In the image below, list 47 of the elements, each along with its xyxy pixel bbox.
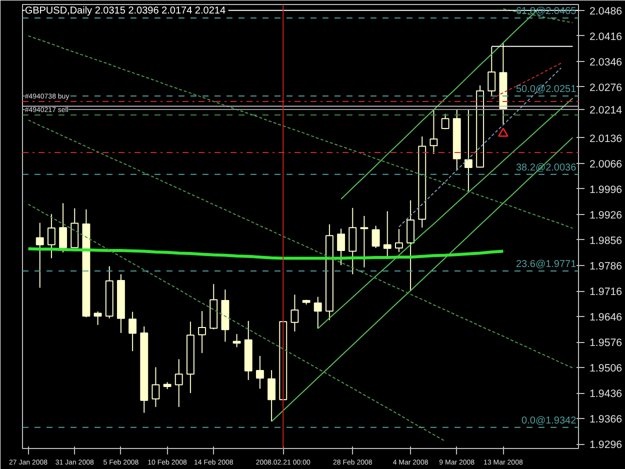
y-tick-label: 1.9716: [590, 286, 622, 298]
y-tick-label: 2.0214: [590, 104, 622, 116]
y-tick-label: 1.9296: [590, 439, 622, 452]
y-tick-label: 2.0416: [590, 30, 622, 43]
y-tick-label: 1.9576: [590, 337, 622, 350]
candlestick: [406, 200, 415, 292]
candlestick: [256, 355, 264, 390]
candlestick: [47, 214, 56, 259]
candlestick: [290, 294, 299, 332]
candlestick: [394, 228, 403, 253]
y-tick-label: 2.0346: [590, 56, 622, 68]
y-tick-label: 2.0136: [590, 132, 622, 145]
y-tick-label: 1.9366: [590, 414, 622, 426]
y-tick-label: 2.0486: [590, 5, 622, 18]
candlestick: [152, 366, 160, 408]
ref-line-label: 50.0@2.0251: [516, 84, 577, 95]
candlestick: [128, 311, 137, 352]
candlestick: [36, 222, 44, 288]
candlestick: [383, 210, 392, 258]
candlestick: [488, 46, 496, 96]
y-tick-label: 1.9856: [590, 234, 622, 247]
candlestick: [360, 215, 368, 268]
y-tick-label: 1.9786: [590, 260, 622, 273]
line-series: [28, 204, 446, 442]
y-tick-label: 2.0276: [590, 82, 622, 94]
candlestick: [198, 310, 206, 354]
candlestick: [94, 310, 102, 326]
candlestick: [441, 113, 450, 130]
y-tick-label: 1.9646: [590, 312, 622, 324]
candlestick: [337, 228, 346, 266]
y-tick-label: 1.9926: [590, 209, 622, 222]
ref-line-label: 0.0@1.9342: [522, 415, 577, 426]
candlestick: [430, 108, 438, 154]
y-tick-label: 1.9996: [590, 184, 622, 196]
candlestick: [464, 108, 472, 192]
candlestick: [372, 225, 380, 249]
y-tick-label: 2.0066: [590, 158, 622, 170]
y-tick-label: 1.9436: [590, 388, 622, 400]
candlestick: [232, 334, 241, 348]
candlestick: [268, 370, 276, 422]
candlestick: [348, 207, 357, 275]
candlestick: [174, 358, 183, 408]
candlestick: [59, 202, 68, 253]
y-tick-label: 1.9506: [590, 362, 622, 375]
chart-title: GBPUSD,Daily 2.0315 2.0396 2.0174 2.0214: [24, 6, 226, 16]
ref-line-label: 23.6@1.9771: [516, 258, 577, 270]
candlestick: [314, 296, 322, 330]
